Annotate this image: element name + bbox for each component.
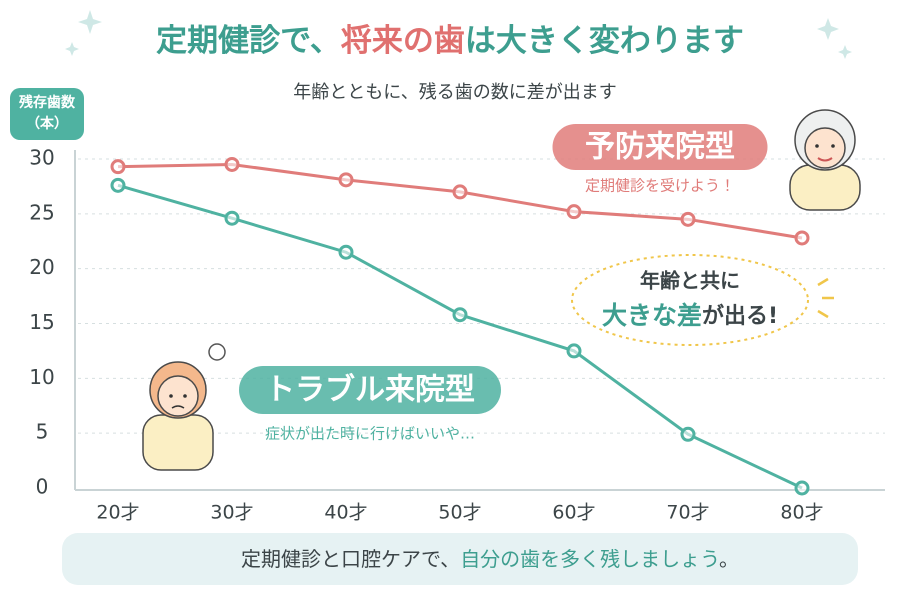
title-part: 将来の歯 [341, 23, 465, 59]
x-tick-label: 20才 [96, 502, 139, 524]
title-part: 定期健診で、 [156, 23, 341, 59]
x-tick-label: 40才 [324, 502, 367, 524]
callout-text: 大きな差が出る! [602, 301, 778, 330]
series-note: 症状が出た時に行けばいいや… [265, 425, 475, 443]
decoration [817, 277, 834, 319]
callout-bubble [571, 254, 809, 346]
legend-label: 予防来院型 [585, 130, 735, 165]
footer-part: 。 [719, 547, 739, 571]
x-tick-label: 60才 [552, 502, 595, 524]
data-point [680, 211, 696, 227]
data-point [680, 426, 696, 442]
y-tick-label: 0 [36, 475, 49, 499]
callout-part: が出る! [702, 303, 778, 329]
data-point [338, 244, 354, 260]
x-tick-label: 70才 [666, 502, 709, 524]
x-tick-label: 50才 [438, 502, 481, 524]
legend-label: トラブル来院型 [265, 373, 475, 408]
y-axis-label: （本） [26, 115, 68, 132]
footer-text: 定期健診と口腔ケアで、自分の歯を多く残しましょう。 [241, 547, 739, 571]
x-tick-label: 30才 [210, 502, 253, 524]
footer-part: 定期健診と口腔ケアで、 [241, 547, 460, 571]
legend-pill [552, 124, 768, 170]
illustration [789, 109, 861, 211]
callout-text: 年齢と共に [640, 269, 740, 293]
data-point [794, 480, 810, 496]
data-point [566, 343, 582, 359]
data-point [452, 184, 468, 200]
data-point [224, 210, 240, 226]
title-part: は大きく変わります [465, 23, 744, 59]
series-line [117, 162, 803, 240]
data-point [110, 159, 126, 175]
subtitle: 年齢とともに、残る歯の数に差が出ます [293, 82, 616, 103]
plot: 0 5 10 15 20 25 30 20才 30才 40才 50才 60才 70才 80才 [29, 146, 885, 524]
callout-part: 大きな差 [602, 301, 702, 330]
illustration [142, 343, 226, 471]
data-point [338, 172, 354, 188]
data-point [452, 307, 468, 323]
series-note: 定期健診を受けよう！ [585, 177, 735, 195]
footer-box [62, 533, 858, 585]
footer-part: 自分の歯を多く残しましょう [460, 547, 719, 571]
y-axis-label: 残存歯数 [18, 94, 76, 111]
y-label-box [10, 88, 84, 140]
y-tick-label: 5 [36, 420, 49, 444]
y-tick-label: 20 [29, 255, 54, 279]
y-tick-label: 25 [29, 200, 54, 224]
y-tick-label: 15 [29, 310, 54, 334]
data-point [224, 156, 240, 172]
chart-title: 定期健診で、将来の歯は大きく変わります [156, 23, 744, 59]
data-point [794, 230, 810, 246]
y-tick-label: 10 [29, 365, 54, 389]
data-point [566, 204, 582, 220]
legend-pill [239, 366, 501, 414]
decoration [65, 10, 852, 59]
x-tick-label: 80才 [780, 502, 823, 524]
y-tick-label: 30 [29, 146, 54, 170]
data-point [110, 177, 126, 193]
